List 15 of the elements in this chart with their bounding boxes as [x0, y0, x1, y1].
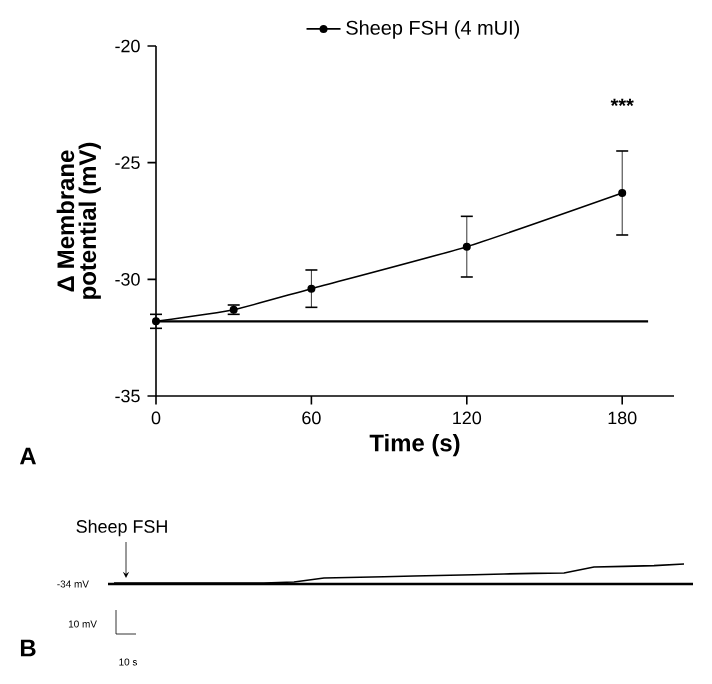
x-axis-title: Time (s): [369, 433, 460, 457]
y-tick-label: -20: [115, 39, 140, 53]
text: Sheep FSH: [76, 519, 167, 537]
annotation: ***: [610, 98, 634, 107]
x-tick-label: 0: [151, 411, 161, 425]
y-tick-label: -35: [115, 389, 140, 403]
y-axis-title: Δ Membrane potential (mV): [56, 142, 101, 299]
x-tick-label: 180: [608, 411, 637, 425]
x-tick-label: 120: [453, 411, 482, 425]
y-tick-label: -30: [115, 272, 140, 286]
x-tick-label: 60: [302, 411, 321, 425]
text: B: [20, 639, 36, 657]
text: A: [19, 447, 36, 465]
y-tick-label: -25: [115, 156, 140, 170]
legend-label: Sheep FSH (4 mUI): [346, 20, 520, 39]
